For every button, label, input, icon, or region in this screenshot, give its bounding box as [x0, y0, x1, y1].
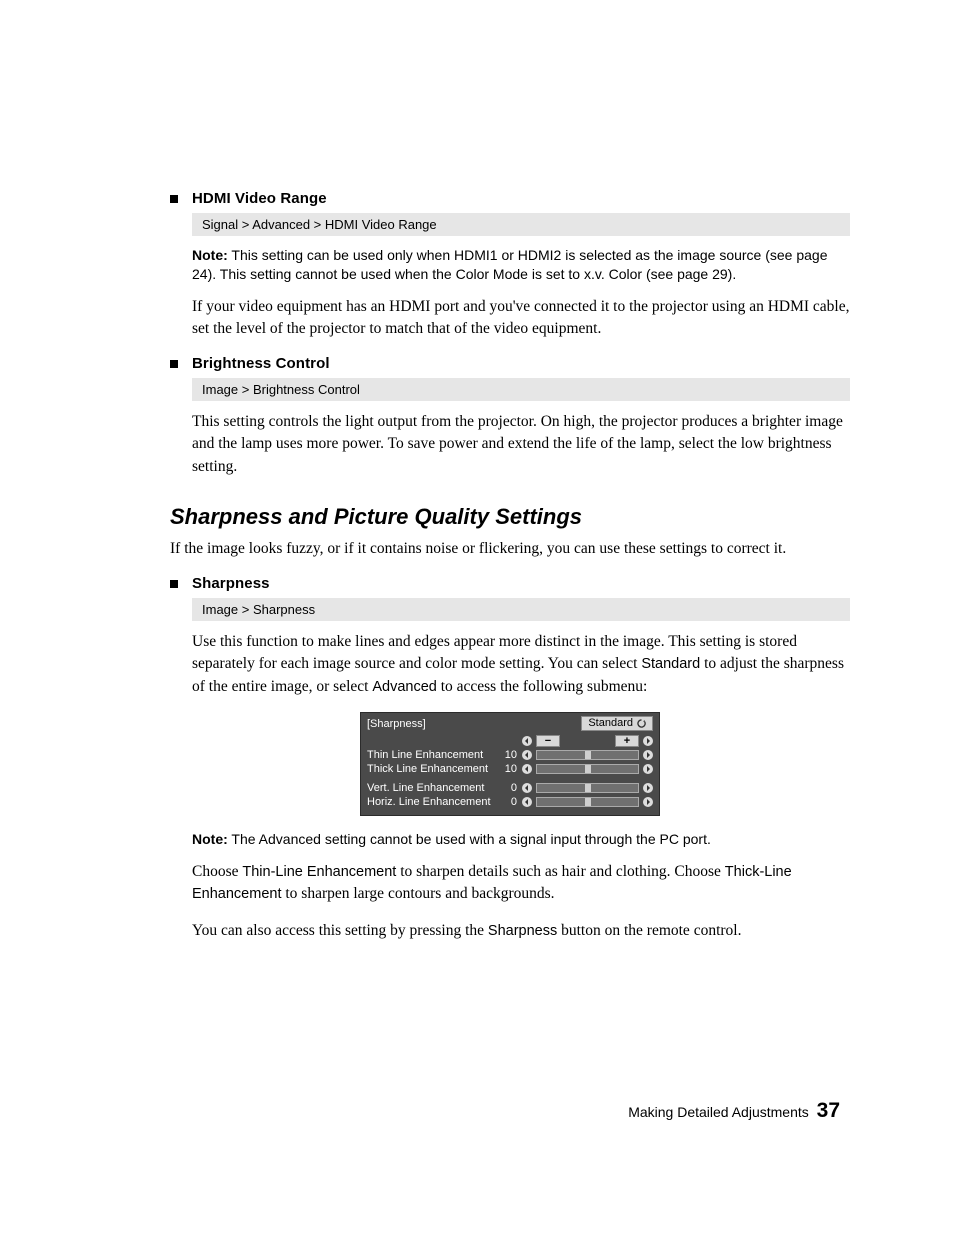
- osd-mode-text: Standard: [588, 717, 633, 730]
- sharpness-note-text: The Advanced setting cannot be used with…: [228, 831, 711, 847]
- osd-title: [Sharpness]: [367, 718, 426, 730]
- sharpness-title: Sharpness: [192, 575, 270, 592]
- quality-intro: If the image looks fuzzy, or if it conta…: [170, 538, 850, 560]
- slider-track[interactable]: [536, 797, 639, 807]
- osd-row: Vert. Line Enhancement 0: [367, 781, 653, 795]
- standard-label: Standard: [641, 656, 700, 672]
- note-label: Note:: [192, 831, 228, 847]
- arrow-left-icon[interactable]: [522, 764, 532, 774]
- arrow-left-icon[interactable]: [522, 783, 532, 793]
- text: to sharpen details such as hair and clot…: [396, 863, 724, 880]
- text: You can also access this setting by pres…: [192, 922, 488, 939]
- brightness-path-bar: Image > Brightness Control: [192, 378, 850, 401]
- quality-heading: Sharpness and Picture Quality Settings: [170, 504, 850, 530]
- arrow-left-icon[interactable]: [522, 750, 532, 760]
- slider-track[interactable]: [536, 764, 639, 774]
- advanced-label: Advanced: [372, 679, 437, 695]
- arrow-right-icon[interactable]: [643, 764, 653, 774]
- thin-line-label: Thin-Line Enhancement: [242, 864, 396, 880]
- sharpness-button-label: Sharpness: [488, 923, 557, 939]
- text: to access the following submenu:: [437, 678, 648, 695]
- page-footer: Making Detailed Adjustments 37: [628, 1099, 840, 1123]
- slider-track[interactable]: [536, 750, 639, 760]
- osd-row-value: 10: [501, 763, 518, 775]
- arrow-left-icon[interactable]: [522, 797, 532, 807]
- brightness-title: Brightness Control: [192, 355, 330, 372]
- hdmi-note: Note: This setting can be used only when…: [192, 246, 850, 284]
- osd-body: −+Thin Line Enhancement10Thick Line Enha…: [361, 732, 659, 815]
- brightness-bullet-row: Brightness Control: [170, 355, 850, 372]
- sharpness-note: Note: The Advanced setting cannot be use…: [192, 830, 850, 849]
- text: to sharpen large contours and background…: [281, 885, 554, 902]
- text: button on the remote control.: [557, 922, 741, 939]
- osd-row: Horiz. Line Enhancement 0: [367, 795, 653, 809]
- osd-row: Thin Line Enhancement 10: [367, 748, 653, 762]
- osd-row: Thick Line Enhancement 10: [367, 762, 653, 776]
- square-bullet-icon: [170, 195, 178, 203]
- slider-thumb[interactable]: [585, 751, 591, 759]
- plus-button[interactable]: +: [615, 735, 639, 747]
- page-number: 37: [817, 1099, 840, 1122]
- sharpness-body-3: You can also access this setting by pres…: [192, 920, 850, 942]
- osd-row-label: Thick Line Enhancement: [367, 763, 497, 775]
- arrow-right-icon[interactable]: [643, 797, 653, 807]
- hdmi-path-bar: Signal > Advanced > HDMI Video Range: [192, 213, 850, 236]
- brightness-body: This setting controls the light output f…: [192, 411, 850, 478]
- footer-text: Making Detailed Adjustments: [628, 1104, 809, 1120]
- square-bullet-icon: [170, 360, 178, 368]
- content-area: HDMI Video Range Signal > Advanced > HDM…: [170, 190, 850, 956]
- hdmi-bullet-row: HDMI Video Range: [170, 190, 850, 207]
- hdmi-title: HDMI Video Range: [192, 190, 327, 207]
- osd-row: −+: [367, 734, 653, 748]
- note-label: Note:: [192, 247, 228, 263]
- hdmi-note-text: This setting can be used only when HDMI1…: [192, 247, 828, 282]
- slider-thumb[interactable]: [585, 784, 591, 792]
- osd-row-value: 0: [501, 782, 518, 794]
- square-bullet-icon: [170, 580, 178, 588]
- slider-track[interactable]: [536, 783, 639, 793]
- arrow-right-icon[interactable]: [643, 736, 653, 746]
- text: Choose: [192, 863, 242, 880]
- minus-button[interactable]: −: [536, 735, 560, 747]
- sharpness-body-1: Use this function to make lines and edge…: [192, 631, 850, 698]
- refresh-icon: [637, 719, 646, 728]
- sharpness-osd-menu: [Sharpness] Standard −+Thin Line Enhance…: [360, 712, 660, 816]
- osd-row-label: Horiz. Line Enhancement: [367, 796, 497, 808]
- arrow-left-icon[interactable]: [522, 736, 532, 746]
- page: HDMI Video Range Signal > Advanced > HDM…: [0, 0, 954, 1235]
- sharpness-body-2: Choose Thin-Line Enhancement to sharpen …: [192, 861, 850, 906]
- slider-thumb[interactable]: [585, 765, 591, 773]
- osd-row-label: Thin Line Enhancement: [367, 749, 497, 761]
- osd-row-value: 10: [501, 749, 518, 761]
- arrow-right-icon[interactable]: [643, 750, 653, 760]
- osd-mode-badge[interactable]: Standard: [581, 716, 653, 731]
- osd-row-label: Vert. Line Enhancement: [367, 782, 497, 794]
- osd-row-value: 0: [501, 796, 518, 808]
- sharpness-path-bar: Image > Sharpness: [192, 598, 850, 621]
- hdmi-body: If your video equipment has an HDMI port…: [192, 296, 850, 341]
- sharpness-bullet-row: Sharpness: [170, 575, 850, 592]
- slider-thumb[interactable]: [585, 798, 591, 806]
- arrow-right-icon[interactable]: [643, 783, 653, 793]
- osd-header: [Sharpness] Standard: [361, 713, 659, 732]
